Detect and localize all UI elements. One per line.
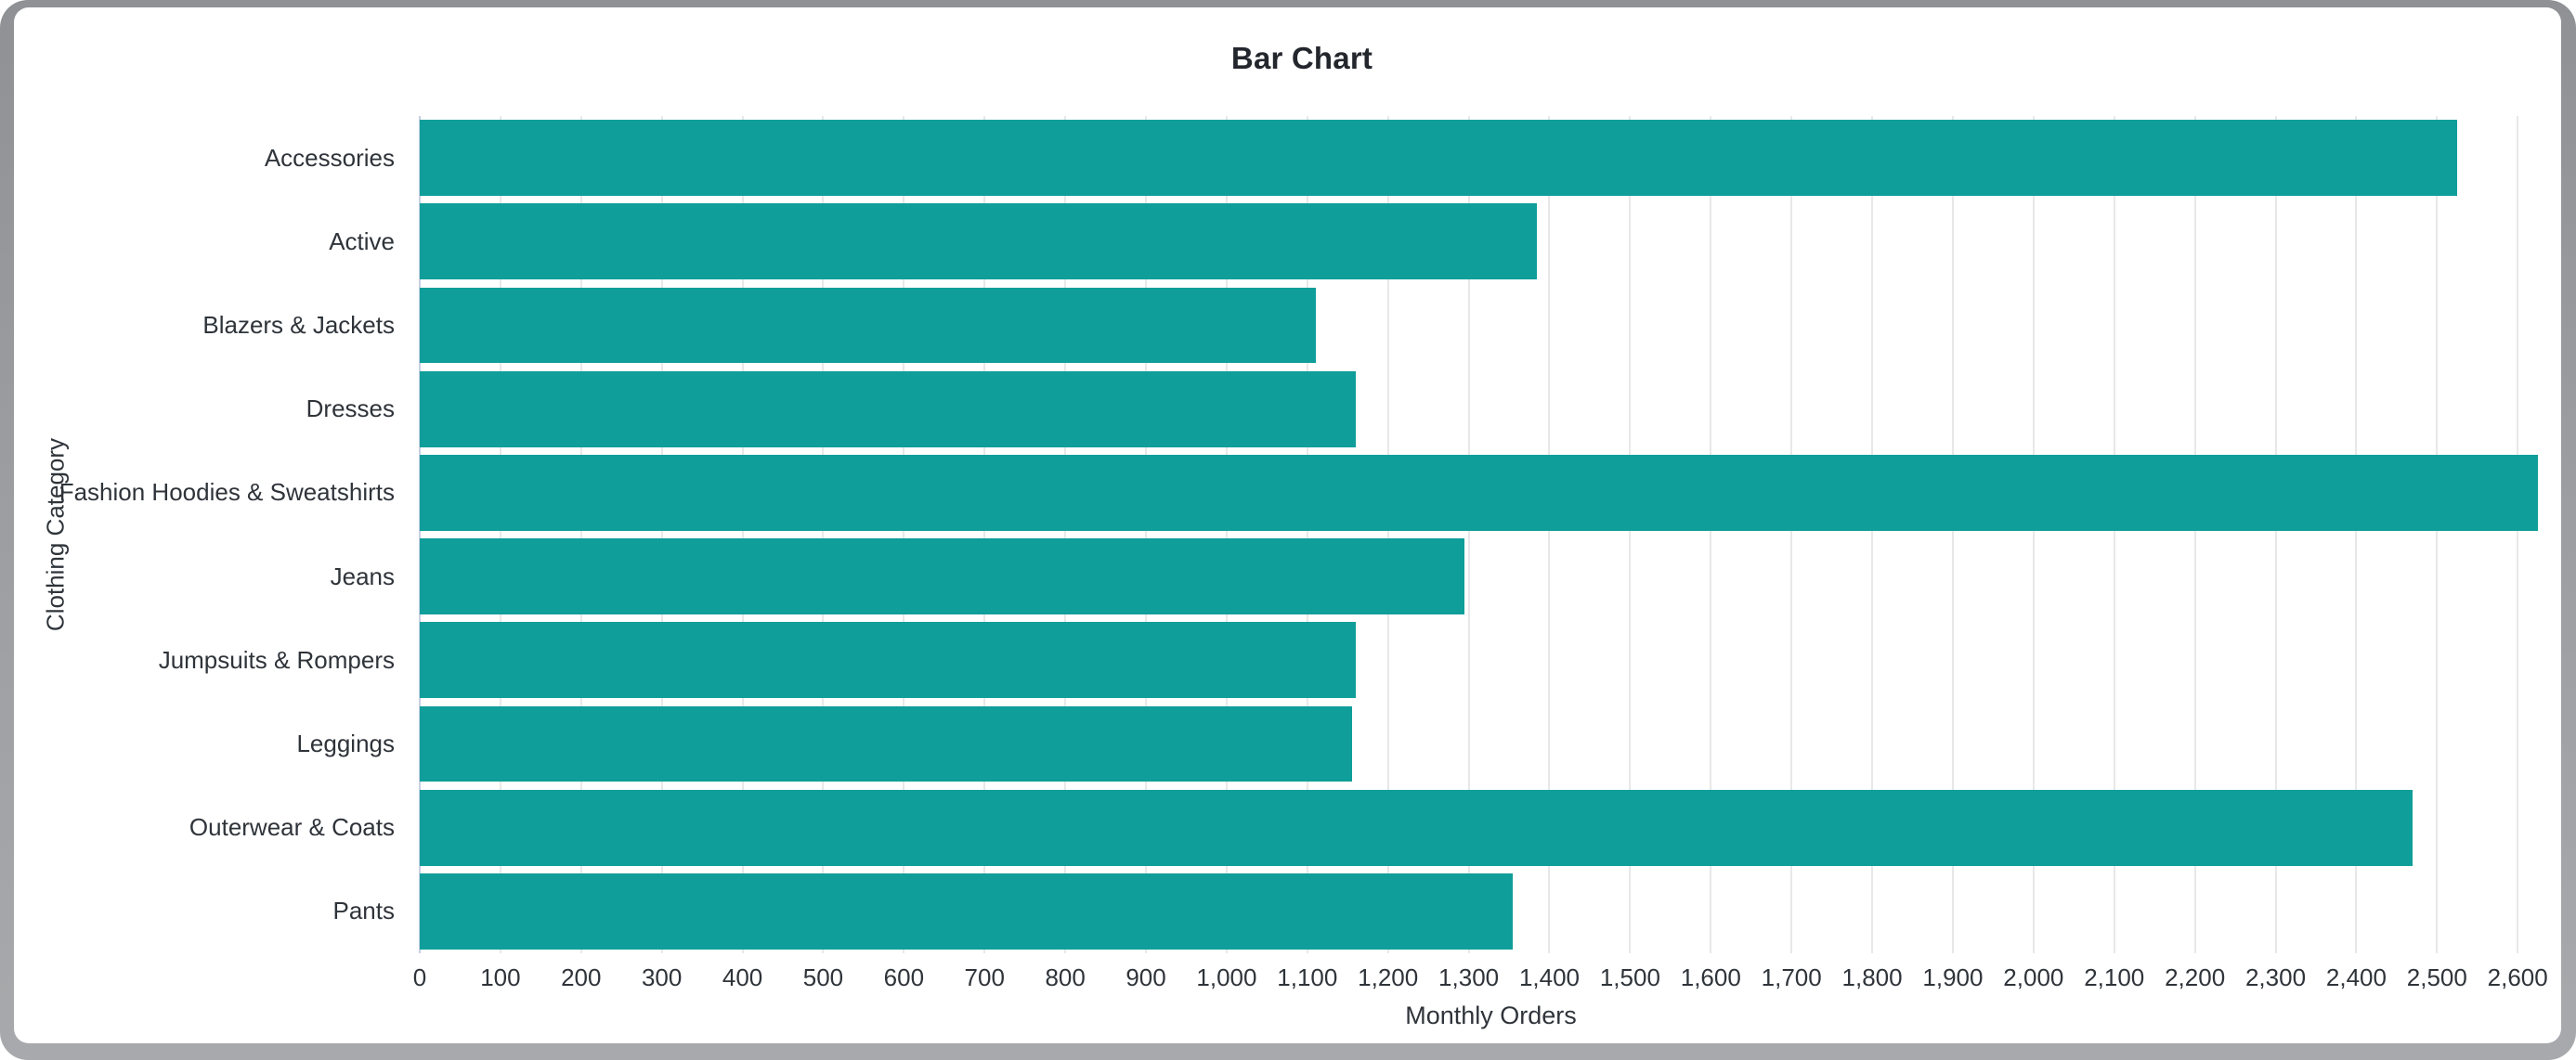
x-axis-tick-label: 300 — [641, 963, 683, 991]
x-axis-tick-label: 700 — [964, 963, 1005, 991]
x-axis-tick-label: 2,400 — [2325, 963, 2387, 991]
gridline — [1225, 116, 1228, 953]
gridline — [2517, 116, 2519, 953]
bar[interactable] — [420, 873, 1514, 950]
x-axis-tick-label: 1,200 — [1358, 963, 1419, 991]
bar[interactable] — [420, 622, 1356, 699]
gridline — [903, 116, 905, 953]
y-axis-labels: Accessories Active Blazers & Jackets Dresse… — [14, 116, 395, 953]
gridline — [1467, 116, 1470, 953]
x-axis-tick-label: 1,600 — [1680, 963, 1741, 991]
y-axis-label: Jumpsuits & Rompers — [158, 645, 395, 674]
x-axis-tick-label: 2,000 — [2003, 963, 2064, 991]
gridline — [2193, 116, 2196, 953]
x-axis-tick-label: 1,400 — [1518, 963, 1581, 991]
gridline — [1710, 116, 1712, 953]
x-axis-tick-label: 1,500 — [1599, 963, 1660, 991]
x-axis-tick-label: 200 — [561, 963, 602, 991]
axis-baseline — [419, 116, 421, 953]
gridline — [660, 116, 663, 953]
x-axis-tick-label: 2,300 — [2244, 963, 2307, 991]
x-axis-tick-label: 1,000 — [1196, 963, 1257, 991]
bar[interactable] — [420, 705, 1352, 782]
x-axis-tick-label: 2,500 — [2406, 963, 2467, 991]
bar[interactable] — [420, 370, 1356, 447]
bar[interactable] — [420, 455, 2538, 531]
x-axis-tick-label: 100 — [480, 963, 521, 991]
x-axis-tick-label: 500 — [802, 963, 844, 991]
y-axis-label: Blazers & Jackets — [202, 311, 395, 339]
bar[interactable] — [420, 789, 2413, 866]
x-axis-tick-label: 1,900 — [1922, 963, 1984, 991]
gridline — [1951, 116, 1954, 953]
gridline — [741, 116, 744, 953]
chart-title: Bar Chart — [1230, 41, 1373, 75]
x-axis-tick-label: 1,100 — [1277, 963, 1338, 991]
gridline — [2436, 116, 2439, 953]
y-axis-label: Jeans — [330, 562, 395, 590]
x-axis-tick-label: 2,600 — [2487, 963, 2548, 991]
y-axis-label: Active — [329, 226, 395, 255]
gridline — [1064, 116, 1067, 953]
gridline — [1548, 116, 1551, 953]
gridline — [983, 116, 986, 953]
y-axis-label: Fashion Hoodies & Sweatshirts — [59, 478, 395, 507]
plot-area — [419, 116, 2562, 953]
x-axis-title: Monthly Orders — [1405, 1002, 1577, 1029]
y-axis-label: Accessories — [264, 143, 395, 172]
chart-card: Bar Chart Clothing Category Accessories A… — [14, 7, 2561, 1043]
x-axis-tick-label: 800 — [1045, 963, 1086, 991]
x-axis-tick-label: 600 — [883, 963, 925, 991]
gridline — [1386, 116, 1389, 953]
y-axis-label: Pants — [332, 897, 396, 925]
gridline — [1871, 116, 1874, 953]
gridline — [1306, 116, 1308, 953]
x-axis-tick-label: 900 — [1125, 963, 1166, 991]
y-axis-label: Dresses — [306, 394, 395, 423]
gridline — [2032, 116, 2035, 953]
x-axis-tick-label: 0 — [412, 963, 427, 991]
x-axis-tick-label: 1,800 — [1841, 963, 1903, 991]
gridline — [2274, 116, 2277, 953]
gridline — [2113, 116, 2115, 953]
bar[interactable] — [420, 120, 2458, 196]
x-axis-tick-label: 2,200 — [2165, 963, 2226, 991]
x-axis-tick-label: 1,700 — [1761, 963, 1822, 991]
x-axis-tick-label: 1,300 — [1438, 963, 1500, 991]
gridline — [1629, 116, 1632, 953]
gridline — [1145, 116, 1148, 953]
gridline — [2355, 116, 2358, 953]
x-axis-tick-label: 400 — [722, 963, 763, 991]
bar[interactable] — [420, 287, 1316, 364]
gridline — [1790, 116, 1793, 953]
gridline — [499, 116, 501, 953]
y-axis-label: Leggings — [296, 730, 395, 758]
gridline — [579, 116, 582, 953]
gridline — [822, 116, 825, 953]
x-axis-tick-label: 2,100 — [2084, 963, 2145, 991]
bar[interactable] — [420, 538, 1465, 614]
y-axis-label: Outerwear & Coats — [189, 813, 395, 842]
bar[interactable] — [420, 203, 1538, 280]
